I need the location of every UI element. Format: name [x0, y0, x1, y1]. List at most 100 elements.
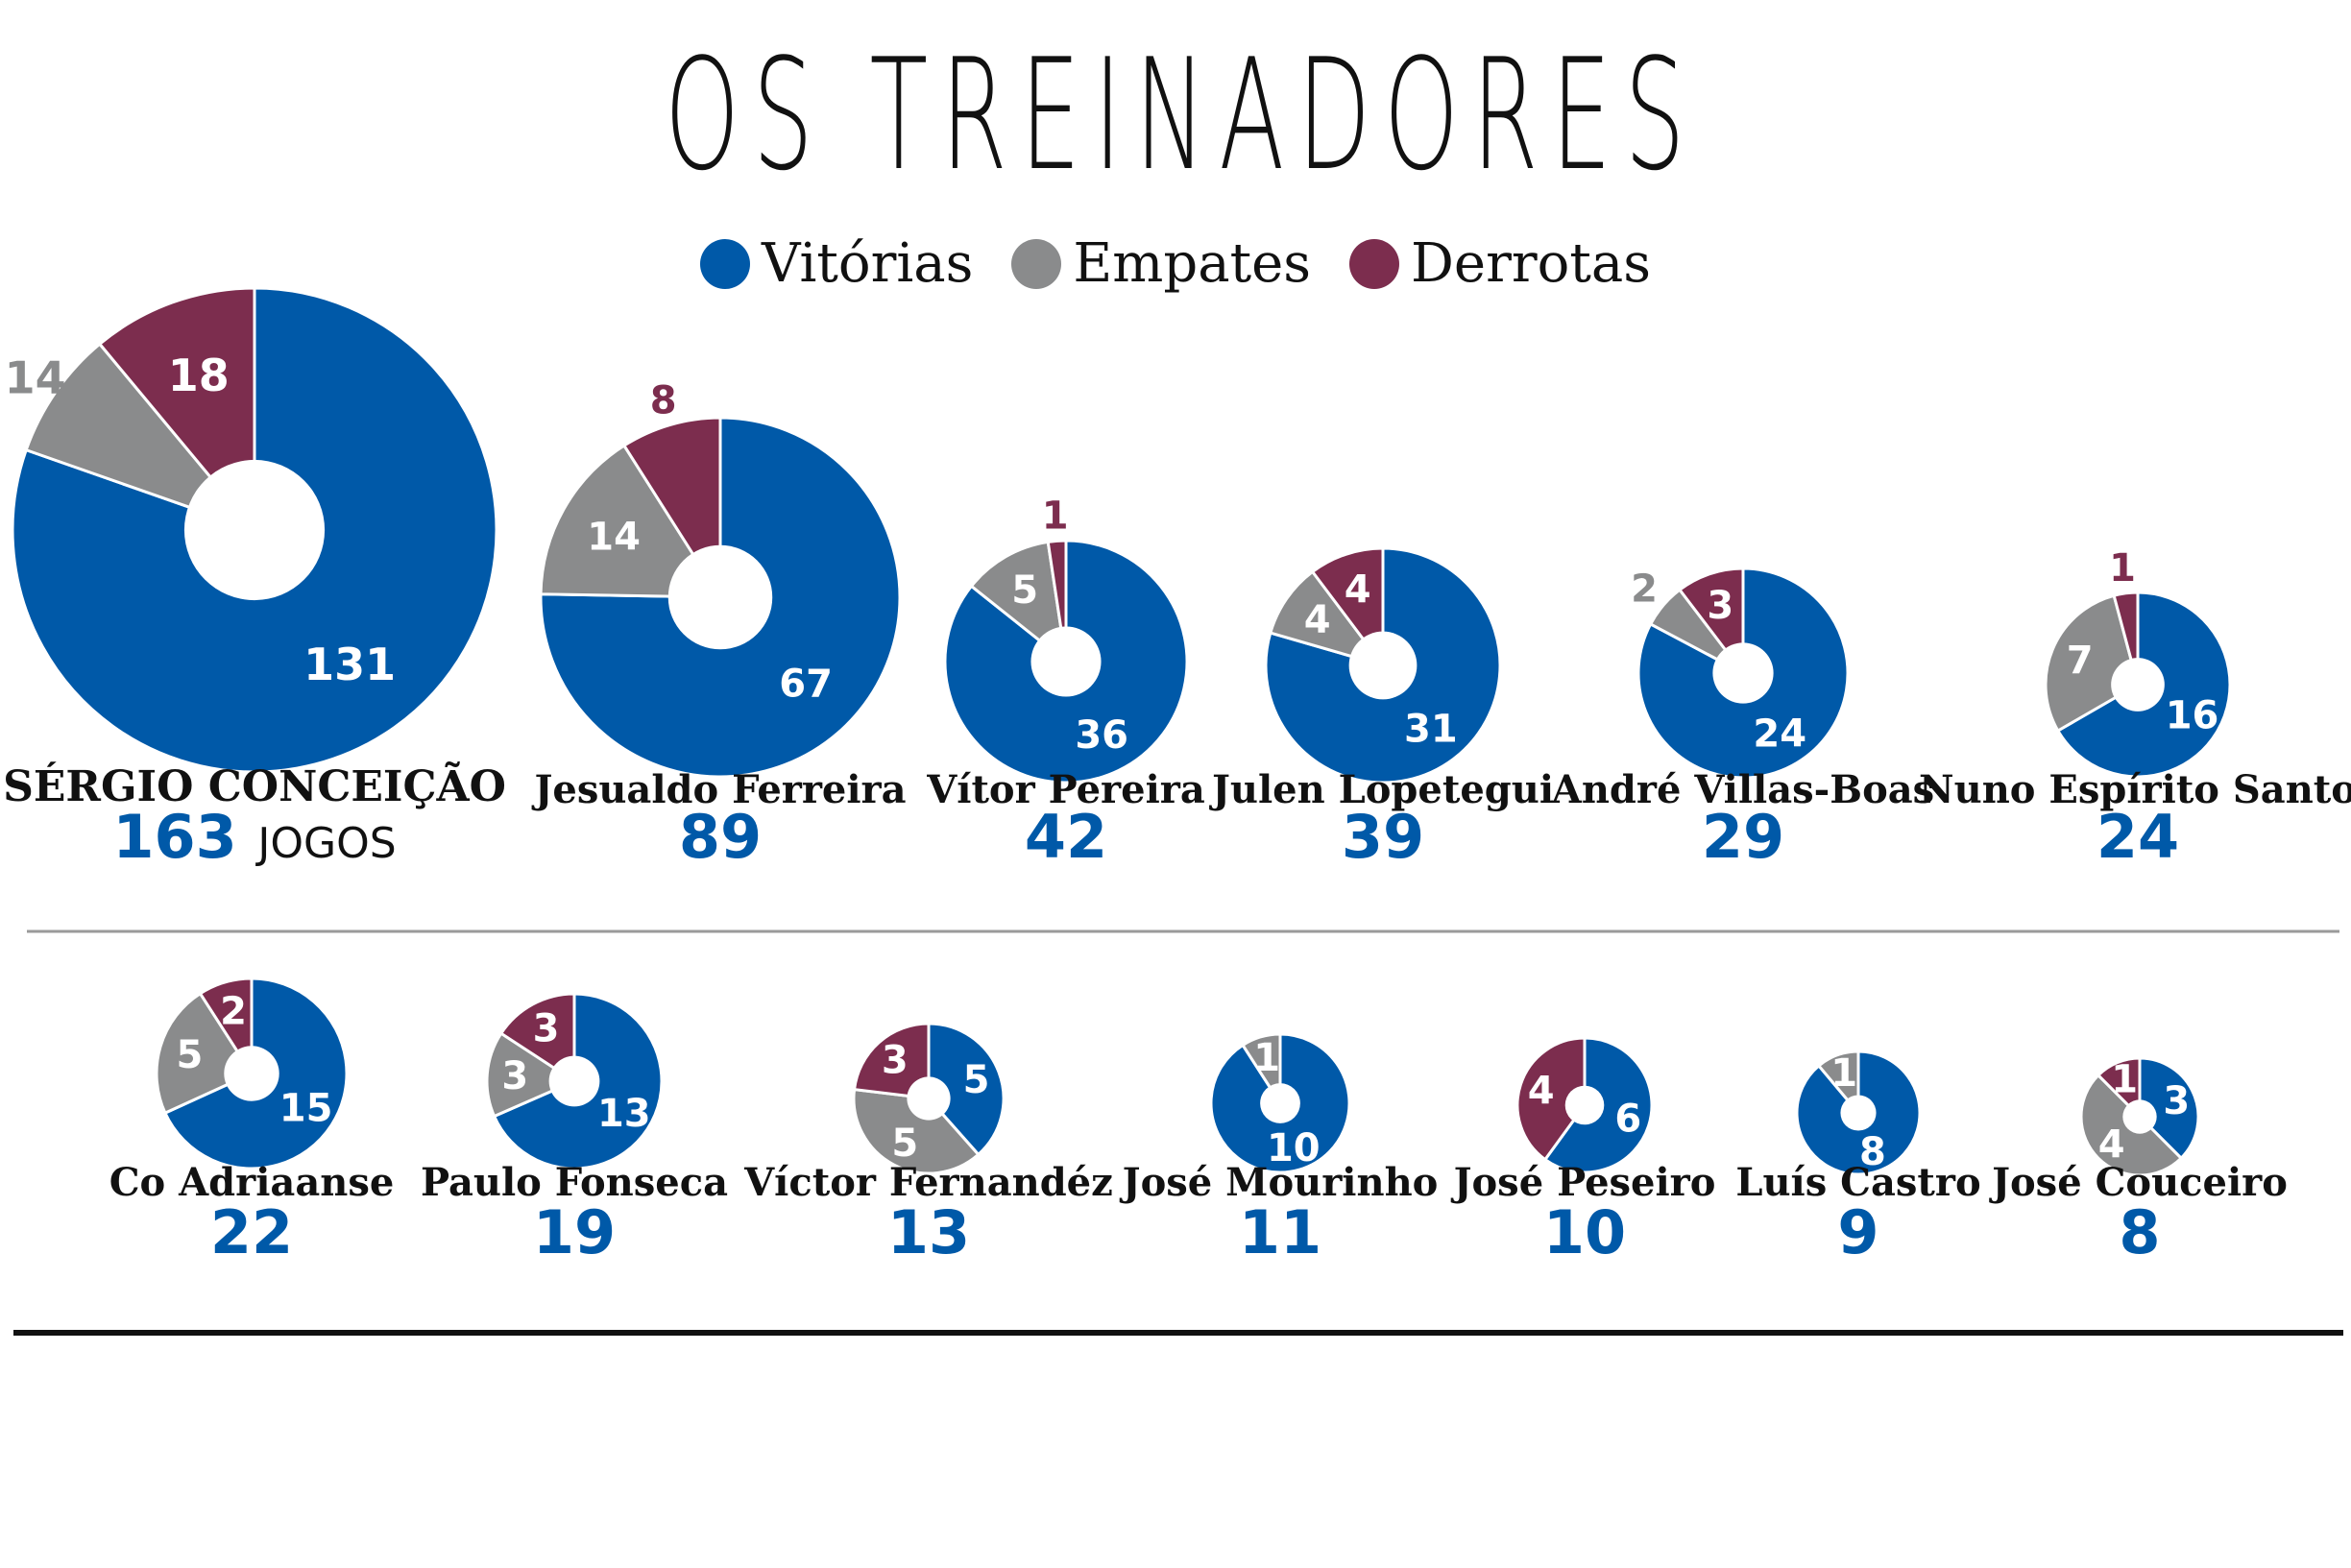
slice-label-wins: 67	[779, 663, 833, 707]
legend-swatch-draws	[1011, 239, 1062, 289]
slice-label-losses: 18	[168, 350, 230, 401]
legend-swatch-wins	[700, 239, 751, 289]
slice-label-draws: 1	[1830, 1051, 1857, 1096]
page-title: OS TREINADORES	[665, 25, 1699, 205]
coach-total: 29	[1702, 802, 1784, 872]
slice-label-wins: 16	[2166, 694, 2219, 738]
coach-name: Víctor Fernandéz	[743, 1160, 1113, 1205]
coach-name: José Mourinho	[1120, 1160, 1439, 1205]
legend-item-losses: Derrotas	[1349, 230, 1651, 298]
donut-slice-draws	[1268, 569, 1387, 668]
coach-total: 19	[533, 1197, 616, 1267]
donut-slice-losses	[1310, 546, 1385, 670]
slice-label-draws: 1	[1253, 1036, 1280, 1080]
legend-item-wins: Vitórias	[700, 230, 973, 298]
slice-label-draws: 4	[2098, 1122, 2125, 1167]
donut-slice-draws	[969, 540, 1069, 665]
donut-hole	[183, 459, 326, 601]
legend-label-wins: Vitórias	[762, 232, 974, 295]
coach-name: Julen Lopetegui	[1209, 767, 1554, 812]
coach-name: Nuno Espírito Santo	[1919, 767, 2351, 812]
donut-hole	[1840, 1095, 1877, 1131]
legend-label-losses: Derrotas	[1411, 232, 1651, 295]
slice-label-draws: 5	[176, 1033, 203, 1077]
coach-name: Vítor Pereira	[926, 767, 1205, 812]
donut-hole	[1260, 1083, 1300, 1123]
coach-name: SÉRGIO CONCEIÇÃO	[3, 760, 506, 811]
slice-label-draws: 14	[587, 516, 641, 560]
donut-hole	[1348, 631, 1418, 700]
slice-label-wins: 31	[1404, 707, 1458, 751]
coach-total: 13	[887, 1197, 970, 1267]
donut-hole	[224, 1046, 279, 1101]
coach-total: 89	[679, 802, 762, 872]
donut-hole	[1030, 626, 1102, 697]
slice-label-losses: 8	[650, 378, 677, 422]
donut-hole	[2122, 1099, 2157, 1134]
slice-label-losses: 3	[882, 1038, 909, 1082]
donut-slice-losses	[1677, 567, 1745, 678]
slice-label-wins: 131	[303, 639, 396, 690]
slice-label-losses: 1	[2109, 546, 2136, 591]
slice-label-wins: 10	[1267, 1126, 1321, 1170]
donut-slice-wins	[927, 1022, 1006, 1157]
coach-name: Jesualdo Ferreira	[531, 767, 906, 812]
coach-total: 8	[2119, 1197, 2160, 1267]
slice-label-draws: 4	[1304, 598, 1331, 642]
slice-label-losses: 3	[1707, 584, 1733, 628]
slice-label-wins: 3	[2163, 1079, 2190, 1123]
donut-slice-draws	[24, 342, 259, 534]
coach-total: 10	[1543, 1197, 1626, 1267]
slice-label-wins: 5	[963, 1058, 990, 1102]
slice-label-wins: 15	[279, 1086, 333, 1130]
slice-label-losses: 1	[2111, 1058, 2138, 1102]
slice-label-losses: 4	[1345, 567, 1371, 612]
donut-slice-wins	[943, 539, 1189, 784]
slice-label-draws: 3	[501, 1054, 528, 1098]
slice-label-losses: 2	[220, 989, 247, 1033]
slice-label-wins: 6	[1614, 1098, 1641, 1142]
coach-total: 39	[1342, 802, 1424, 872]
donut-slice-draws	[852, 1087, 981, 1175]
donut-slice-draws	[485, 1031, 578, 1119]
legend-label-draws: Empates	[1073, 232, 1312, 295]
coach-total: 11	[1239, 1197, 1321, 1267]
coach-name: José Couceiro	[1989, 1160, 2288, 1205]
donut-hole	[667, 544, 773, 650]
coach-name: André Villas-Boas	[1551, 767, 1934, 812]
coach-total: 42	[1025, 802, 1107, 872]
donut-hole	[2111, 658, 2165, 712]
slice-label-wins: 36	[1075, 713, 1128, 758]
coach-name: Luís Castro	[1735, 1160, 1980, 1205]
donut-slice-draws	[539, 443, 723, 599]
slice-label-losses: 4	[1528, 1069, 1555, 1113]
slice-label-draws: 14	[5, 351, 66, 403]
legend-item-draws: Empates	[1011, 230, 1311, 298]
coach-name: Co Adriaanse	[109, 1160, 395, 1205]
donut-slice-losses	[498, 992, 576, 1084]
slice-label-wins: 24	[1753, 712, 1806, 757]
coach-total: 24	[2097, 802, 2179, 872]
coach-name: José Peseiro	[1451, 1160, 1716, 1205]
slice-label-draws: 5	[891, 1122, 918, 1166]
donut-slice-losses	[1515, 1036, 1587, 1162]
slice-label-wins: 8	[1859, 1130, 1886, 1174]
slice-label-losses: 1	[1042, 494, 1069, 538]
donut-slice-draws	[1816, 1049, 1860, 1118]
donut-slice-wins	[2138, 1056, 2200, 1161]
slice-label-wins: 13	[597, 1092, 651, 1136]
donut-slice-losses	[2096, 1056, 2142, 1121]
coach-name: Paulo Fonseca	[421, 1160, 728, 1205]
legend-swatch-losses	[1349, 239, 1400, 289]
